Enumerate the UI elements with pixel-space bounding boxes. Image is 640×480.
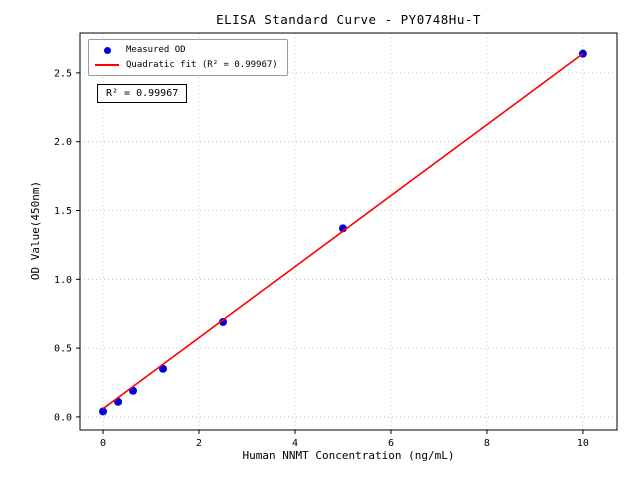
blue-dot-marker-icon (103, 46, 111, 54)
x-tick-label: 8 (484, 438, 490, 449)
red-line-marker-icon (95, 64, 119, 66)
x-tick-label: 10 (577, 438, 589, 449)
r-squared-annotation: R² = 0.99967 (97, 84, 188, 103)
x-tick-label: 6 (388, 438, 394, 449)
legend-item-measured-od: Measured OD (95, 45, 278, 55)
legend-marker-wrap (95, 64, 119, 66)
y-tick-label: 0.5 (54, 344, 72, 355)
legend-item-quadratic-fit: Quadratic fit (R² = 0.99967) (95, 60, 278, 70)
y-tick-label: 2.5 (54, 68, 72, 79)
data-point (99, 407, 108, 416)
y-tick-label: 0.0 (54, 412, 72, 423)
data-point (219, 317, 228, 326)
x-axis-label: Human NNMT Concentration (ng/mL) (242, 449, 455, 462)
legend-label-quadratic-fit: Quadratic fit (R² = 0.99967) (126, 60, 278, 70)
y-tick-label: 1.0 (54, 275, 72, 286)
x-tick-label: 2 (196, 438, 202, 449)
chart-title: ELISA Standard Curve - PY0748Hu-T (216, 12, 481, 27)
x-tick-label: 0 (100, 438, 106, 449)
legend: Measured OD Quadratic fit (R² = 0.99967) (88, 39, 288, 76)
legend-label-measured-od: Measured OD (126, 45, 186, 55)
plot-border (79, 32, 618, 431)
quadratic-fit-line (102, 52, 584, 410)
y-axis-label: OD Value(450nm) (29, 180, 42, 281)
legend-marker-wrap (95, 46, 119, 54)
x-tick-label: 4 (292, 438, 298, 449)
y-tick-label: 1.5 (54, 206, 72, 217)
y-tick-label: 2.0 (54, 137, 72, 148)
